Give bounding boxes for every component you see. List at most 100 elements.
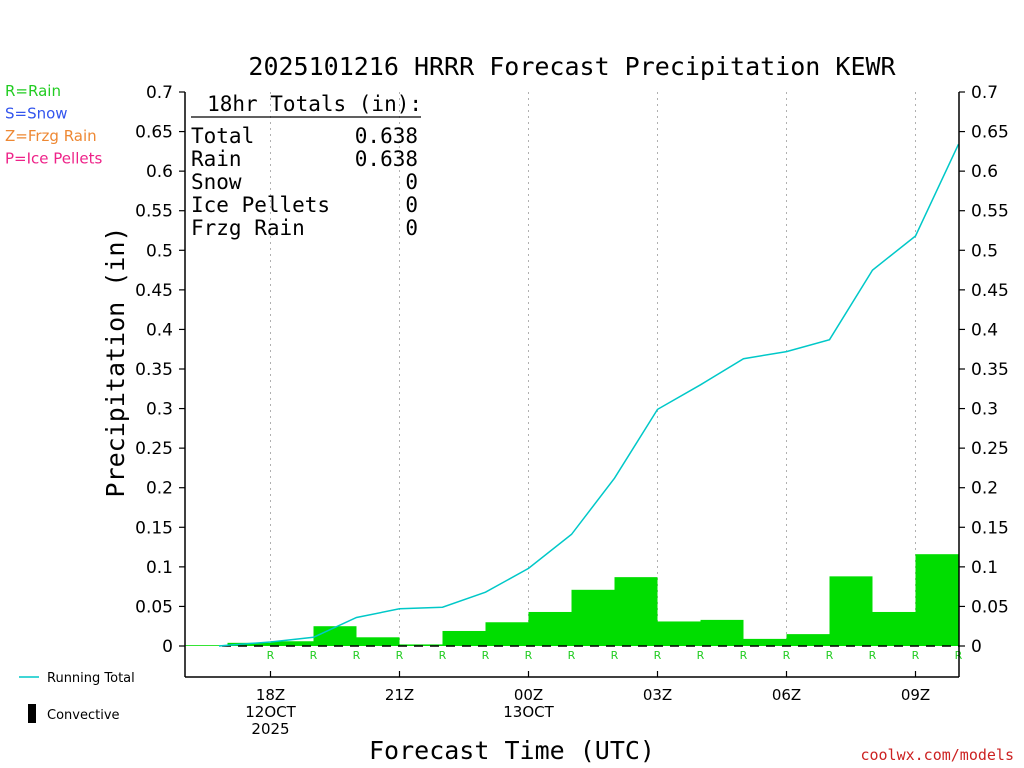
- totals-row-value: 0: [405, 170, 418, 194]
- ptype-marker: R: [611, 649, 619, 662]
- totals-row-value: 0: [405, 216, 418, 240]
- totals-row-label: Rain: [191, 147, 242, 171]
- rain-bar: [657, 621, 701, 646]
- rain-bar: [614, 577, 658, 646]
- rain-bar: [786, 634, 830, 646]
- y-tick-label-left: 0.4: [146, 320, 173, 340]
- y-tick-label-left: 0.2: [146, 479, 173, 499]
- rain-bar: [227, 642, 271, 646]
- ptype-marker: R: [396, 649, 404, 662]
- ptype-marker: R: [783, 649, 791, 662]
- rain-bar: [915, 554, 959, 646]
- y-tick-label-left: 0.1: [146, 558, 173, 578]
- convective-legend-label: Convective: [47, 708, 120, 723]
- rain-bar: [442, 630, 486, 646]
- totals-row-label: Snow: [191, 170, 242, 194]
- running-total-line: [218, 143, 960, 647]
- y-tick-label-right: 0.25: [971, 439, 1009, 459]
- running-total-legend: Running Total: [19, 671, 135, 686]
- y-tick-label-right: 0.15: [971, 518, 1009, 538]
- y-tick-label-right: 0.45: [971, 281, 1009, 301]
- y-tick-label-right: 0.6: [971, 162, 998, 182]
- rain-bar: [528, 611, 572, 646]
- rain-bar: [184, 645, 228, 646]
- totals-box: 18hr Totals (in): Total 0.638 Rain 0.638 Sno…: [191, 92, 422, 240]
- totals-row-label: Ice Pellets: [191, 193, 330, 217]
- x-tick-label: 13OCT: [503, 703, 554, 721]
- ptype-marker: R: [353, 649, 361, 662]
- x-tick-label: 18Z: [256, 686, 285, 704]
- convective-legend: Convective: [28, 704, 120, 723]
- rain-bar: [356, 637, 400, 646]
- legend-item: R=Rain: [5, 82, 61, 100]
- ptype-marker: R: [439, 649, 447, 662]
- y-tick-label-left: 0.6: [146, 162, 173, 182]
- rain-bar: [571, 589, 615, 646]
- totals-row-value: 0.638: [355, 124, 418, 148]
- rain-bar: [743, 638, 787, 646]
- ptype-marker: R: [912, 649, 920, 662]
- totals-header: 18hr Totals (in):: [207, 92, 422, 116]
- running-total-legend-label: Running Total: [47, 671, 135, 686]
- totals-row-value: 0.638: [355, 147, 418, 171]
- x-tick-label: 00Z: [514, 686, 543, 704]
- rain-bar: [485, 622, 529, 646]
- y-tick-label-right: 0.05: [971, 597, 1009, 617]
- rain-bar: [829, 576, 873, 646]
- totals-rows: Total 0.638 Rain 0.638 Snow 0 Ice Pellets 0 Frzg…: [191, 124, 418, 240]
- y-tick-label-right: 0.7: [971, 83, 998, 103]
- y-tick-label-left: 0.25: [135, 439, 173, 459]
- y-tick-label-right: 0: [971, 637, 982, 657]
- y-tick-label-right: 0.55: [971, 202, 1009, 222]
- y-tick-label-right: 0.1: [971, 558, 998, 578]
- legend-item: P=Ice Pellets: [5, 150, 102, 168]
- ptype-marker: R: [697, 649, 705, 662]
- totals-row-label: Total: [191, 124, 254, 148]
- chart-title: 2025101216 HRRR Forecast Precipitation K…: [248, 52, 896, 81]
- y-tick-label-left: 0.3: [146, 400, 173, 420]
- ptype-marker: R: [740, 649, 748, 662]
- y-axis-label: Precipitation (in): [101, 227, 130, 498]
- y-tick-label-right: 0.65: [971, 123, 1009, 143]
- running-total-series: [218, 143, 960, 647]
- y-tick-label-right: 0.35: [971, 360, 1009, 380]
- y-tick-label-left: 0: [162, 637, 173, 657]
- rain-bar: [399, 644, 443, 646]
- y-tick-label-right: 0.2: [971, 479, 998, 499]
- site-credit: coolwx.com/models: [860, 746, 1014, 764]
- y-tick-label-right: 0.3: [971, 400, 998, 420]
- ptype-marker: R: [482, 649, 490, 662]
- y-tick-label-left: 0.65: [135, 123, 173, 143]
- y-tick-label-left: 0.7: [146, 83, 173, 103]
- y-tick-label-left: 0.5: [146, 241, 173, 261]
- rain-bar: [313, 626, 357, 646]
- rain-bar: [270, 641, 314, 646]
- legend-item: S=Snow: [5, 105, 68, 123]
- ptype-marker: R: [267, 649, 275, 662]
- y-tick-label-left: 0.35: [135, 360, 173, 380]
- x-tick-label: 09Z: [901, 686, 930, 704]
- x-tick-label: 06Z: [772, 686, 801, 704]
- x-tick-label: 2025: [251, 720, 289, 738]
- totals-row-label: Frzg Rain: [191, 216, 305, 240]
- ptype-marker: R: [525, 649, 533, 662]
- ptype-legend: R=Rain S=Snow Z=Frzg Rain P=Ice Pellets: [5, 82, 102, 168]
- x-tick-label: 03Z: [643, 686, 672, 704]
- ptype-marker: R: [869, 649, 877, 662]
- x-tick-label: 21Z: [385, 686, 414, 704]
- bar-series: [184, 554, 959, 647]
- convective-legend-swatch: [28, 704, 36, 723]
- rain-bar: [700, 619, 744, 646]
- ptype-marker: R: [568, 649, 576, 662]
- ptype-marker: R: [310, 649, 318, 662]
- ptype-marker: R: [826, 649, 834, 662]
- ptype-marker: R: [654, 649, 662, 662]
- y-tick-label-left: 0.55: [135, 202, 173, 222]
- y-tick-label-right: 0.4: [971, 320, 998, 340]
- x-axis-label: Forecast Time (UTC): [369, 736, 655, 765]
- y-ticks: 0 00.05 0.050.1 0.10.15 0.150.2 0.20.25 0.250.…: [135, 83, 1009, 657]
- totals-row-value: 0: [405, 193, 418, 217]
